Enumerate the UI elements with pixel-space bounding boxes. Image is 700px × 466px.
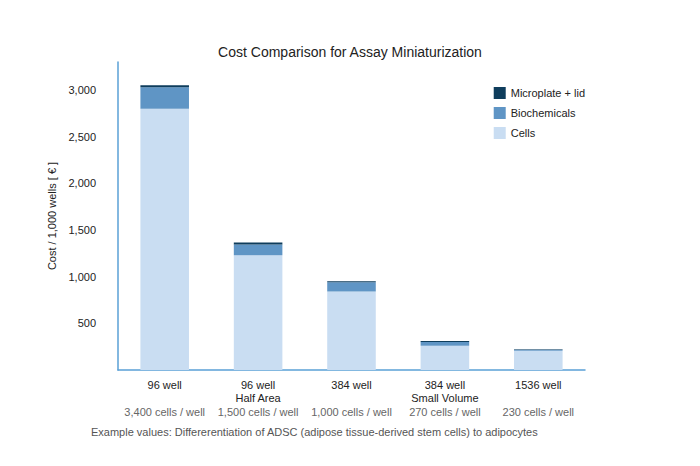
svg-text:230 cells / well: 230 cells / well <box>503 406 575 418</box>
svg-text:Cost / 1,000 wells [ € ]: Cost / 1,000 wells [ € ] <box>46 162 58 270</box>
svg-text:270 cells / well: 270 cells / well <box>409 406 481 418</box>
svg-text:2,000: 2,000 <box>68 177 96 189</box>
svg-text:3,400 cells / well: 3,400 cells / well <box>124 406 205 418</box>
svg-text:Biochemicals: Biochemicals <box>511 107 576 119</box>
svg-text:384 well: 384 well <box>425 379 465 391</box>
svg-text:1,000 cells / well: 1,000 cells / well <box>311 406 392 418</box>
svg-text:Example values: Differerentiat: Example values: Differerentiation of ADS… <box>91 426 538 438</box>
svg-text:1536 well: 1536 well <box>515 379 561 391</box>
svg-text:96 well: 96 well <box>241 379 275 391</box>
svg-text:Small Volume: Small Volume <box>411 392 478 404</box>
svg-text:Microplate + lid: Microplate + lid <box>511 87 585 99</box>
svg-text:500: 500 <box>78 317 96 329</box>
svg-text:1,000: 1,000 <box>68 271 96 283</box>
svg-text:3,000: 3,000 <box>68 84 96 96</box>
svg-text:Cost Comparison for Assay Mini: Cost Comparison for Assay Miniaturizatio… <box>218 44 482 60</box>
svg-text:Half Area: Half Area <box>235 392 281 404</box>
svg-text:1,500 cells / well: 1,500 cells / well <box>218 406 299 418</box>
svg-text:2,500: 2,500 <box>68 131 96 143</box>
svg-text:96 well: 96 well <box>148 379 182 391</box>
svg-text:1,500: 1,500 <box>68 224 96 236</box>
svg-text:384 well: 384 well <box>331 379 371 391</box>
svg-text:Cells: Cells <box>511 127 536 139</box>
